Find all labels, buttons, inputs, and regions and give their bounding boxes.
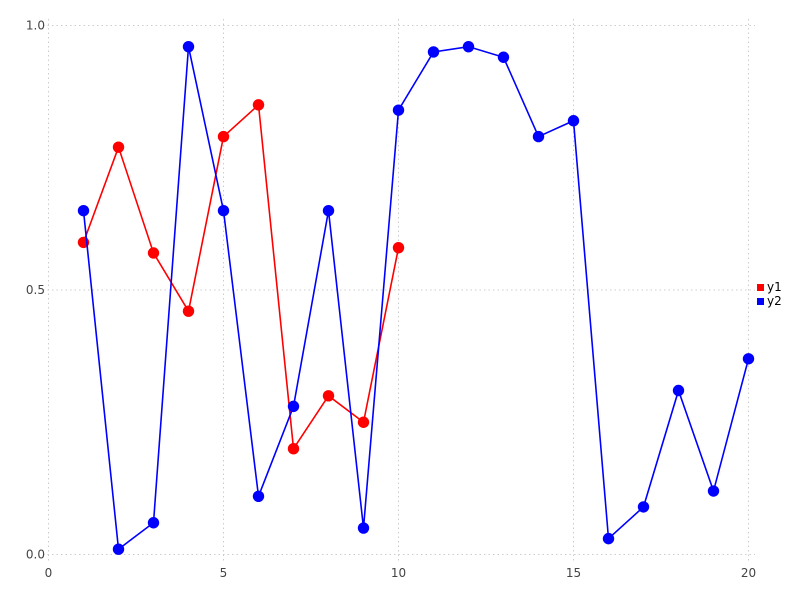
x-tick-label: 15 <box>566 566 581 580</box>
data-point-y1 <box>287 443 300 455</box>
data-point-y2 <box>602 532 615 545</box>
data-point-y2 <box>182 40 195 53</box>
series-y2 <box>77 40 755 555</box>
data-point-y2 <box>462 40 475 53</box>
data-point-y1 <box>182 305 195 317</box>
data-point-y1 <box>322 390 335 402</box>
data-point-y1 <box>217 130 230 143</box>
legend-item-y1: y1 <box>757 281 782 293</box>
x-tick-label: 5 <box>220 566 228 580</box>
data-point-y2 <box>567 115 580 127</box>
x-tick-label: 0 <box>45 566 53 580</box>
data-point-y2 <box>672 384 685 397</box>
data-point-y2 <box>217 204 230 217</box>
legend-swatch-y1-icon <box>757 283 764 291</box>
x-tick-label: 20 <box>741 566 756 580</box>
data-point-y2 <box>252 490 265 503</box>
data-point-y2 <box>392 104 405 116</box>
data-point-y2 <box>112 543 125 555</box>
legend-label-y1: y1 <box>767 280 782 294</box>
y-tick-label: 0.0 <box>26 548 45 562</box>
x-tick-label: 10 <box>391 566 406 580</box>
data-point-y2 <box>147 517 160 529</box>
data-point-y2 <box>742 353 755 365</box>
legend: y1 y2 <box>757 281 782 307</box>
data-point-y2 <box>322 204 335 217</box>
data-point-y1 <box>357 416 370 428</box>
axis-tick-labels: 0 5 10 15 20 0.0 0.5 1.0 <box>26 19 756 581</box>
data-point-y1 <box>252 99 265 111</box>
data-point-y2 <box>77 204 90 217</box>
legend-swatch-y2-icon <box>757 297 764 305</box>
series-y1 <box>77 99 405 455</box>
data-point-y2 <box>532 130 545 143</box>
series-layer <box>77 40 755 555</box>
legend-item-y2: y2 <box>757 295 782 307</box>
data-point-y1 <box>392 241 405 254</box>
data-point-y2 <box>287 400 300 413</box>
y-tick-label: 0.5 <box>26 283 45 297</box>
data-point-y2 <box>357 522 370 534</box>
data-point-y1 <box>147 247 160 259</box>
data-point-y2 <box>427 46 440 58</box>
data-point-y2 <box>637 501 650 513</box>
legend-label-y2: y2 <box>767 294 782 308</box>
gridlines <box>43 19 755 561</box>
data-point-y1 <box>112 141 125 153</box>
data-point-y2 <box>707 485 720 497</box>
data-point-y2 <box>497 51 510 63</box>
y-tick-label: 1.0 <box>26 19 45 33</box>
